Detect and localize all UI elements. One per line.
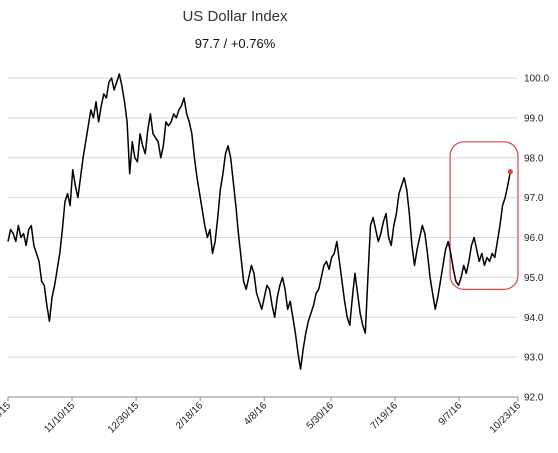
y-tick-label: 94.0 [524, 313, 544, 324]
x-tick-label: 4/8/16 [242, 400, 270, 428]
chart-title: US Dollar Index [182, 8, 288, 25]
y-tick-label: 98.0 [524, 153, 544, 164]
series-line-usd-index [7, 73, 512, 370]
y-tick-label: 92.0 [524, 393, 544, 404]
y-tick-label: 100.0 [524, 74, 549, 85]
y-tick-label: 96.0 [524, 233, 544, 244]
x-tick-label: 12/30/15 [106, 400, 142, 436]
y-tick-label: 99.0 [524, 113, 544, 124]
x-tick-label: 5/30/16 [305, 400, 337, 432]
x-tick-label: 2/18/16 [174, 400, 206, 432]
chart-subtitle: 97.7 / +0.76% [194, 36, 276, 51]
highlight-box [449, 141, 519, 290]
x-tick-label: 9/21/15 [0, 400, 13, 432]
latest-value-point [507, 169, 513, 175]
x-tick-label: 7/19/16 [369, 400, 401, 432]
y-tick-label: 97.0 [524, 193, 544, 204]
x-tick-label: 9/7/16 [437, 400, 465, 428]
y-axis-ticks: 92.0 93.0 94.0 95.0 96.0 97.0 98.0 99.0 100.0 [524, 74, 549, 404]
grid-lines [8, 77, 518, 398]
y-tick-label: 95.0 [524, 273, 544, 284]
x-tick-label: 10/23/16 [488, 400, 524, 436]
x-axis-ticks: 9/21/15 11/10/15 12/30/15 2/18/16 4/8/16 5/30… [0, 397, 523, 436]
y-tick-label: 93.0 [524, 353, 544, 364]
x-tick-label: 11/10/15 [42, 400, 77, 435]
